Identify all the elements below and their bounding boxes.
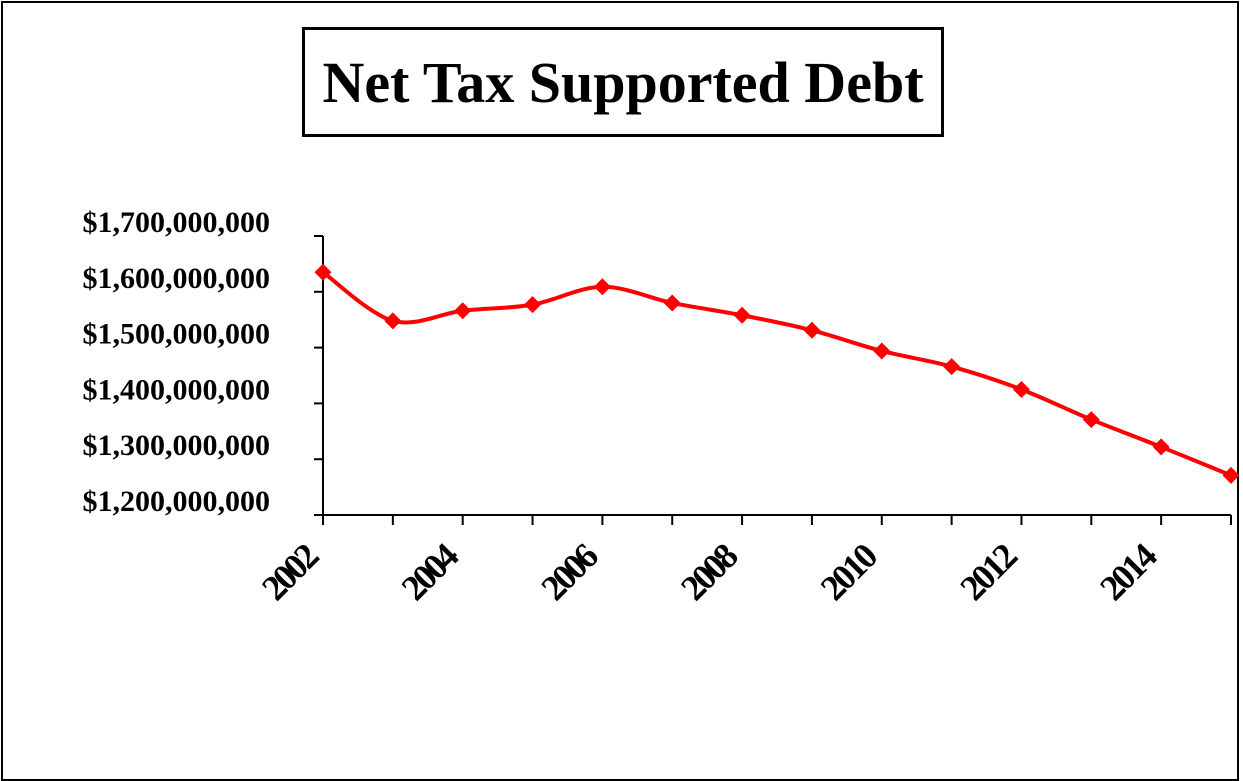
y-tick-label: $1,300,000,000	[83, 429, 271, 462]
data-point-marker	[593, 278, 611, 296]
y-tick-label: $1,600,000,000	[83, 262, 271, 295]
data-point-marker	[314, 263, 332, 281]
data-point-marker	[943, 358, 961, 376]
data-point-marker	[733, 306, 751, 324]
data-point-marker	[524, 296, 542, 314]
data-point-marker	[454, 302, 472, 320]
axes	[322, 236, 1231, 516]
data-point-marker	[873, 342, 891, 360]
data-point-marker	[663, 294, 681, 312]
series-layer	[314, 263, 1240, 484]
x-axis-ticks: 2002 2004 2006 2008 2010 2012 2014	[254, 515, 1232, 608]
data-point-marker	[1012, 380, 1030, 398]
data-point-marker	[1082, 411, 1100, 429]
data-point-marker	[1222, 466, 1240, 484]
x-tick-label: 2012	[952, 536, 1024, 608]
x-tick-label: 2008	[673, 536, 745, 608]
x-tick-label: 2010	[813, 536, 885, 608]
x-tick-label: 2006	[533, 536, 605, 608]
chart-title-box: Net Tax Supported Debt	[302, 27, 944, 137]
data-point-marker	[384, 312, 402, 330]
data-point-marker	[803, 321, 821, 339]
y-tick-label: $1,500,000,000	[83, 318, 271, 351]
y-tick-label: $1,400,000,000	[83, 373, 271, 406]
series-line	[321, 270, 1232, 478]
y-axis-ticks: $1,200,000,000 $1,300,000,000 $1,400,000,0…	[83, 206, 323, 518]
chart-title: Net Tax Supported Debt	[322, 49, 924, 115]
x-tick-label: 2002	[254, 536, 326, 608]
x-tick-label: 2004	[394, 535, 467, 608]
x-tick-label: 2014	[1092, 535, 1165, 608]
data-point-marker	[1152, 438, 1170, 456]
y-tick-label: $1,700,000,000	[83, 206, 271, 239]
y-tick-label: $1,200,000,000	[83, 485, 271, 518]
